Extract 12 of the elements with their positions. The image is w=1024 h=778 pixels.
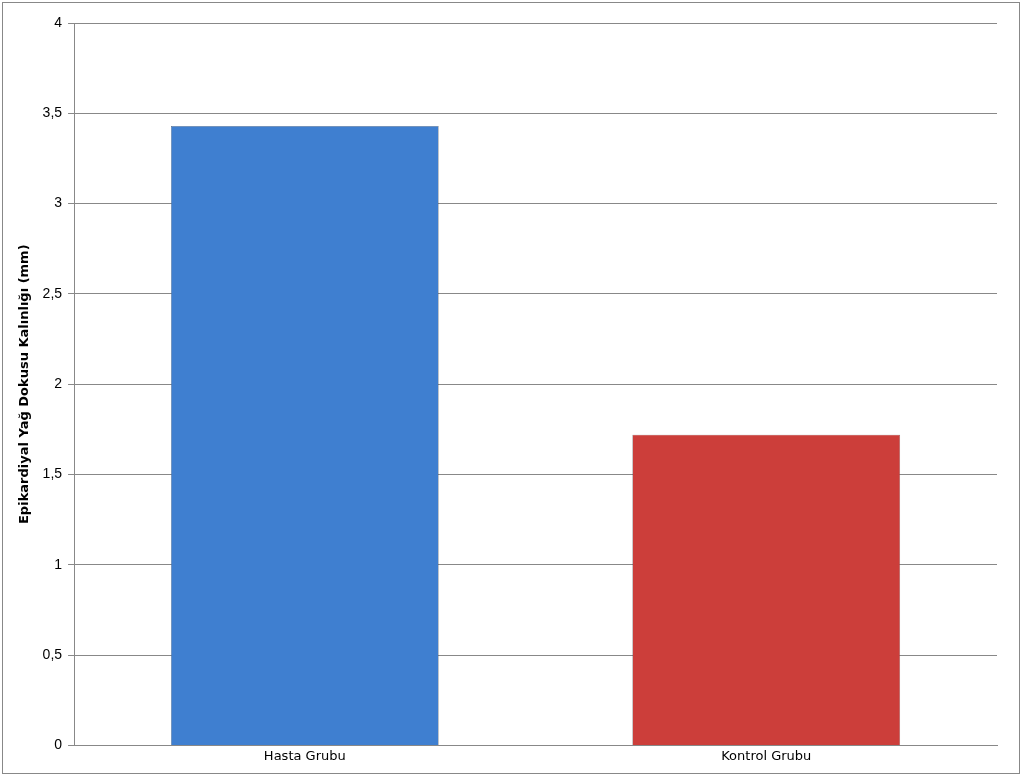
x-tick-label: Hasta Grubu <box>263 747 346 763</box>
y-tick-label: 0 <box>54 736 63 753</box>
y-tick-label: 1 <box>54 555 63 572</box>
y-tick-label: 4 <box>54 13 63 30</box>
y-tick-label: 3 <box>54 194 63 211</box>
y-tick-label: 2 <box>54 375 63 392</box>
x-tick-label: Kontrol Grubu <box>721 747 812 763</box>
y-tick-label: 0,5 <box>42 645 63 662</box>
y-tick-label: 2,5 <box>42 284 63 301</box>
y-axis-title: Epikardiyal Yağ Dokusu Kalınlığı (mm) <box>16 244 32 525</box>
y-tick-label: 3,5 <box>42 104 63 121</box>
y-tick-label: 1,5 <box>42 465 63 482</box>
